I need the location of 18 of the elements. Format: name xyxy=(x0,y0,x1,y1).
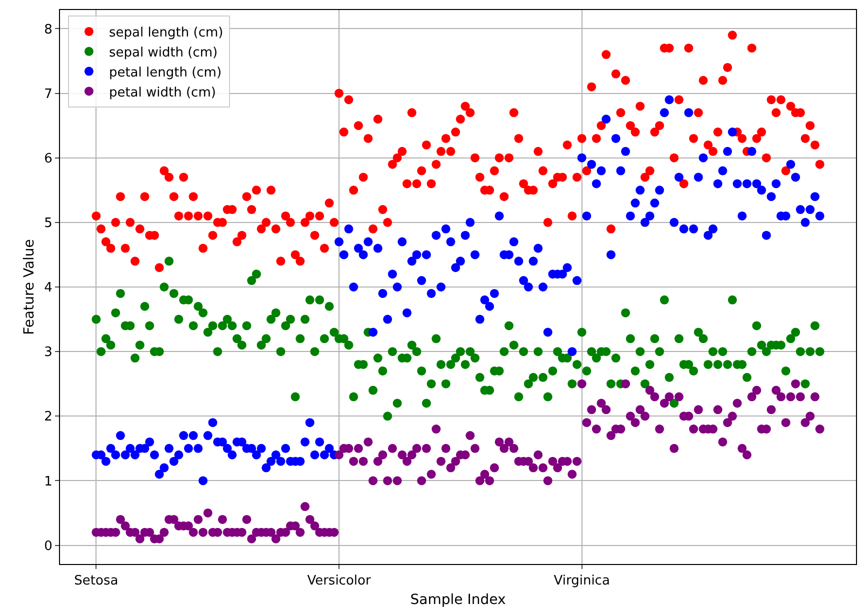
legend-label: petal width (cm) xyxy=(108,85,216,100)
y-tick-label: 6 xyxy=(44,151,52,166)
legend-label: sepal width (cm) xyxy=(108,45,218,60)
y-tick-label: 0 xyxy=(44,538,52,554)
y-tick-label: 3 xyxy=(44,345,52,360)
y-tick-label: 8 xyxy=(44,22,52,38)
y-tick-label: 7 xyxy=(44,86,52,102)
x-tick-label: Setosa xyxy=(74,574,118,589)
y-tick-label: 5 xyxy=(44,216,52,231)
y-tick-label: 4 xyxy=(44,280,52,296)
legend-label: sepal length (cm) xyxy=(108,26,224,41)
y-axis-title: Feature Value xyxy=(22,239,38,335)
x-tick-label: Virginica xyxy=(554,574,610,589)
x-tick-label: Versicolor xyxy=(307,574,372,589)
y-tick-label: 2 xyxy=(44,410,52,425)
x-axis-title: Sample Index xyxy=(410,592,506,608)
legend-label: petal length (cm) xyxy=(108,65,222,80)
y-tick-label: 1 xyxy=(44,474,52,490)
